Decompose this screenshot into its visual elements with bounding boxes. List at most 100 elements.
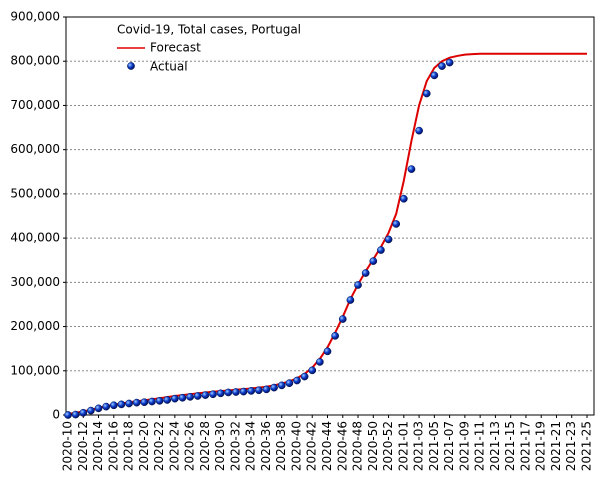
- data-point: [422, 89, 431, 98]
- x-tick-label: 2020-24: [167, 421, 181, 471]
- plot-frame: [65, 16, 595, 416]
- x-tick-label: 2020-30: [213, 421, 227, 471]
- data-point: [201, 391, 210, 399]
- x-tick-label: 2020-46: [335, 421, 349, 471]
- data-point: [369, 257, 378, 265]
- data-point: [323, 347, 332, 356]
- data-point: [171, 394, 179, 403]
- y-tick-label: 900,000: [10, 10, 60, 24]
- data-point: [346, 296, 355, 304]
- x-tick-label: 2020-52: [381, 421, 395, 471]
- x-tick-label: 2020-10: [61, 421, 75, 471]
- data-point: [384, 235, 393, 244]
- data-point: [224, 388, 233, 397]
- x-tick-label: 2020-28: [198, 421, 212, 471]
- x-tick-label: 2020-34: [244, 421, 258, 471]
- x-tick-label: 2020-32: [228, 421, 242, 471]
- legend-swatch: [127, 62, 135, 70]
- data-point: [239, 387, 248, 396]
- x-tick-label: 2020-12: [76, 421, 90, 471]
- x-tick-label: 2020-20: [137, 421, 151, 471]
- x-tick-label: 2020-22: [152, 421, 166, 471]
- data-point: [79, 408, 88, 417]
- x-tick-label: 2020-26: [183, 421, 197, 471]
- data-point: [308, 366, 317, 375]
- y-tick-label: 500,000: [10, 186, 60, 200]
- data-point: [148, 397, 156, 406]
- data-point: [399, 194, 408, 203]
- y-tick-label: 0: [52, 408, 60, 422]
- y-tick-label: 100,000: [10, 363, 60, 377]
- data-point: [316, 358, 324, 366]
- data-point: [445, 58, 454, 67]
- y-tick-label: 800,000: [10, 54, 60, 68]
- data-point: [94, 404, 103, 413]
- data-point: [300, 372, 309, 381]
- data-point: [262, 385, 271, 394]
- data-point: [438, 62, 446, 70]
- x-tick-label: 2021-09: [457, 421, 471, 471]
- y-tick-label: 700,000: [10, 98, 60, 112]
- data-point: [117, 400, 126, 409]
- data-point: [293, 376, 301, 385]
- x-tick-label: 2021-15: [503, 421, 517, 471]
- chart-title: Covid-19, Total cases, Portugal: [117, 23, 301, 37]
- data-point: [361, 269, 370, 277]
- x-tick-label: 2021-23: [564, 421, 578, 471]
- x-tick-label: 2020-48: [351, 421, 365, 471]
- x-tick-label: 2021-13: [488, 421, 502, 471]
- x-tick-label: 2021-05: [427, 421, 441, 471]
- data-point: [71, 410, 80, 419]
- data-point: [377, 246, 385, 254]
- data-point: [109, 401, 118, 410]
- x-tick-label: 2020-50: [366, 421, 380, 471]
- y-tick-label: 300,000: [10, 275, 60, 289]
- data-point: [277, 381, 286, 390]
- x-tick-label: 2020-40: [289, 421, 303, 471]
- x-tick-label: 2020-38: [274, 421, 288, 471]
- x-tick-label: 2020-36: [259, 421, 273, 471]
- data-point: [140, 398, 149, 407]
- data-point: [430, 71, 439, 80]
- data-point: [331, 331, 339, 340]
- data-point: [186, 393, 194, 401]
- x-tick-label: 2020-18: [122, 421, 136, 471]
- data-point: [392, 220, 401, 228]
- data-point: [87, 406, 95, 415]
- data-point: [270, 383, 278, 392]
- data-point: [247, 387, 256, 395]
- data-point: [415, 126, 423, 135]
- x-tick-label: 2021-25: [580, 421, 594, 471]
- x-tick-label: 2020-16: [106, 421, 120, 471]
- data-point: [155, 396, 164, 405]
- data-point: [232, 388, 240, 396]
- x-tick-label: 2021-11: [473, 421, 487, 471]
- x-tick-label: 2020-14: [91, 421, 105, 471]
- x-tick-label: 2021-01: [396, 421, 410, 471]
- data-point: [163, 396, 172, 404]
- y-tick-label: 400,000: [10, 231, 60, 245]
- data-point: [178, 393, 187, 402]
- data-point: [132, 398, 141, 407]
- data-point: [102, 402, 111, 411]
- legend-label: Actual: [150, 60, 188, 74]
- data-point: [254, 386, 263, 395]
- x-tick-label: 2021-21: [549, 421, 563, 471]
- y-tick-label: 200,000: [10, 319, 60, 333]
- y-tick-label: 600,000: [10, 142, 60, 156]
- legend-label: Forecast: [150, 41, 201, 55]
- data-point: [354, 281, 362, 289]
- data-point: [216, 389, 225, 398]
- data-point: [193, 392, 202, 400]
- x-tick-label: 2021-03: [412, 421, 426, 471]
- x-tick-label: 2020-42: [305, 421, 319, 471]
- data-point: [64, 411, 72, 419]
- x-tick-label: 2021-17: [518, 421, 532, 471]
- data-point: [407, 165, 416, 173]
- data-point: [285, 379, 294, 388]
- data-point: [338, 315, 347, 323]
- x-tick-label: 2020-44: [320, 421, 334, 471]
- x-tick-label: 2021-07: [442, 421, 456, 471]
